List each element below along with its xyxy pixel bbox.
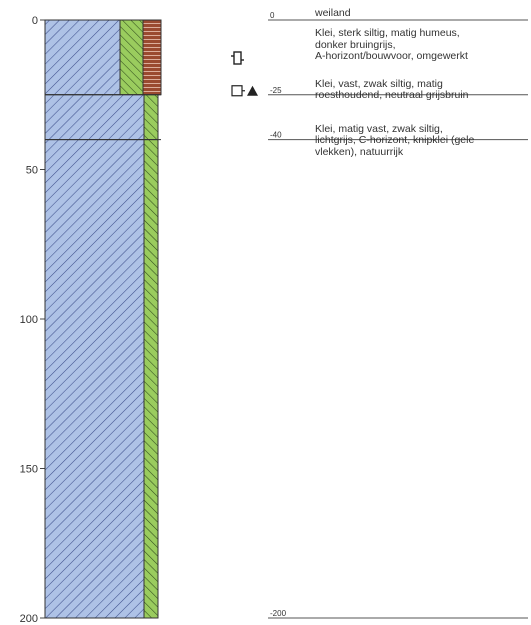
axis-tick-label: 200 <box>20 613 38 625</box>
clay-segment <box>44 19 121 96</box>
axis-tick-label: 50 <box>26 165 38 177</box>
boundary-depth-label: -25 <box>270 86 282 95</box>
boundary-depth-label: -40 <box>270 131 282 140</box>
open-square-icon <box>231 85 245 97</box>
axis-tick-label: 150 <box>20 464 38 476</box>
end-depth-label: -200 <box>270 609 287 618</box>
clay-segment <box>44 94 145 141</box>
clay-segment <box>44 139 145 619</box>
layer-description: Klei, matig vast, zwak siltig, lichtgrij… <box>315 122 475 158</box>
boundary-depth-label: 0 <box>270 11 275 20</box>
layer-description: Klei, sterk siltig, matig humeus, donker… <box>315 27 468 62</box>
silt-segment <box>119 19 144 96</box>
lithology-column <box>44 19 162 619</box>
depth-axis: 0 50 100 150 200 <box>20 15 46 625</box>
layer-description: Klei, vast, zwak siltig, matig roesthoud… <box>315 77 469 102</box>
sample-bag-icon <box>231 51 244 65</box>
filled-triangle-icon <box>247 85 258 96</box>
axis-tick-label: 0 <box>32 15 38 27</box>
land-use-label: weiland <box>315 7 351 19</box>
silt-segment <box>143 139 159 619</box>
axis-tick-label: 100 <box>20 314 38 326</box>
silt-segment <box>143 94 159 141</box>
layer-markers: 0 -25 -40 -200 <box>231 11 528 619</box>
humus-segment <box>142 19 162 96</box>
